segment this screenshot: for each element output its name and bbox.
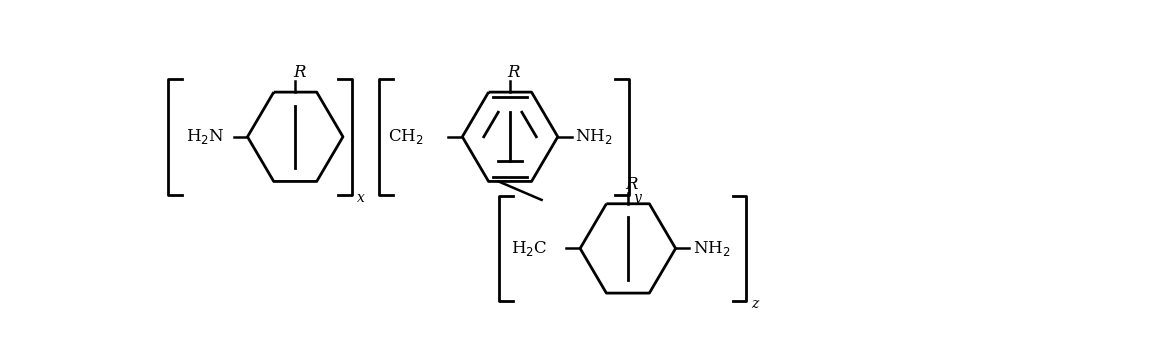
- Text: CH$_2$: CH$_2$: [389, 127, 424, 146]
- Text: x: x: [356, 191, 364, 205]
- Text: R: R: [508, 64, 520, 81]
- Text: NH$_2$: NH$_2$: [693, 239, 730, 258]
- Text: H$_2$C: H$_2$C: [510, 239, 547, 258]
- Text: z: z: [751, 297, 758, 311]
- Text: R: R: [293, 64, 305, 81]
- Text: R: R: [625, 176, 638, 193]
- Text: NH$_2$: NH$_2$: [575, 127, 612, 146]
- Text: y: y: [633, 191, 641, 205]
- Text: H$_2$N: H$_2$N: [186, 127, 224, 146]
